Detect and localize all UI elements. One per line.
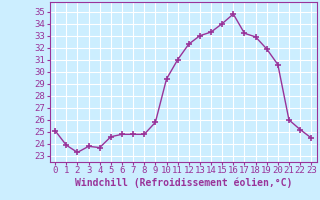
X-axis label: Windchill (Refroidissement éolien,°C): Windchill (Refroidissement éolien,°C): [75, 178, 292, 188]
